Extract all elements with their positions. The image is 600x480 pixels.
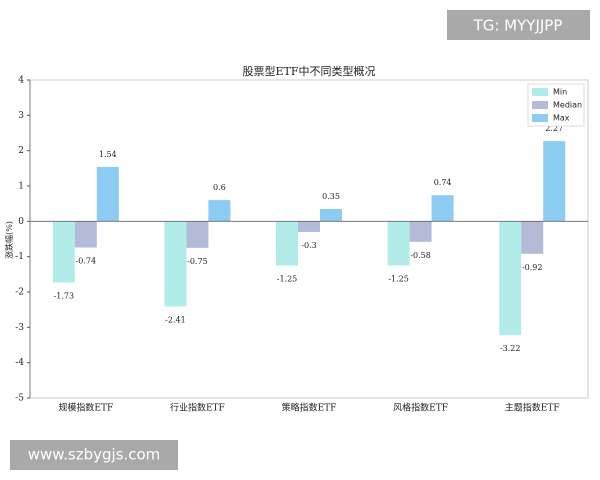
legend-label: Min <box>553 88 567 97</box>
chart-title: 股票型ETF中不同类型概况 <box>243 64 376 78</box>
plot-area <box>29 79 589 399</box>
y-tick-label: 1 <box>18 182 24 192</box>
legend-swatch <box>532 88 548 96</box>
value-label: -1.73 <box>54 291 75 300</box>
bar <box>96 166 119 222</box>
y-tick-label: -1 <box>15 252 24 262</box>
value-label: -1.25 <box>388 275 409 284</box>
y-tick-label: -5 <box>15 394 24 404</box>
watermark-box <box>10 440 178 470</box>
bar <box>52 221 75 283</box>
bar <box>320 208 342 222</box>
bar <box>74 221 97 248</box>
watermark-box <box>447 10 590 40</box>
x-tick-label: 行业指数ETF <box>170 402 225 414</box>
value-label: -0.58 <box>410 251 431 260</box>
bar <box>521 221 544 254</box>
bar <box>409 221 432 242</box>
x-tick-label: 策略指数ETF <box>282 402 337 414</box>
y-tick-label: -2 <box>15 288 24 298</box>
y-axis-label: 涨跌幅(%) <box>4 221 14 259</box>
bar <box>298 221 320 232</box>
watermark: www.szbygjs.com <box>28 446 161 464</box>
value-label: 0.35 <box>322 192 340 201</box>
bar <box>387 221 410 266</box>
value-label: -0.75 <box>187 257 208 266</box>
legend-label: Median <box>553 101 582 110</box>
bar <box>276 221 298 266</box>
bar <box>186 221 209 248</box>
y-tick-label: 4 <box>18 76 24 86</box>
y-tick-label: -4 <box>15 358 24 368</box>
y-tick-label: -3 <box>15 323 24 333</box>
x-tick-label: 主题指数ETF <box>505 402 560 414</box>
value-label: 2.27 <box>545 124 563 133</box>
legend-label: Max <box>553 114 570 123</box>
value-label: -0.92 <box>522 263 543 272</box>
legend-swatch <box>532 101 548 109</box>
bar <box>208 200 231 222</box>
value-label: 0.6 <box>213 183 226 192</box>
bar <box>431 195 454 222</box>
value-label: -0.3 <box>301 241 316 250</box>
x-tick-label: 风格指数ETF <box>393 402 448 414</box>
bar <box>499 221 522 336</box>
y-tick-label: 3 <box>18 111 24 121</box>
watermark: TG: MYYJJPP <box>473 17 563 35</box>
value-label: -2.41 <box>165 315 186 324</box>
x-tick-label: 规模指数ETF <box>58 402 113 414</box>
value-label: -0.74 <box>76 256 97 265</box>
bar <box>543 141 566 222</box>
value-label: -3.22 <box>500 344 521 353</box>
value-label: 0.74 <box>434 178 452 187</box>
value-label: -1.25 <box>277 275 298 284</box>
bar <box>164 221 187 307</box>
y-tick-label: 2 <box>18 146 24 156</box>
y-tick-label: 0 <box>18 217 24 227</box>
legend-swatch <box>532 114 548 122</box>
value-label: 1.54 <box>99 150 117 159</box>
